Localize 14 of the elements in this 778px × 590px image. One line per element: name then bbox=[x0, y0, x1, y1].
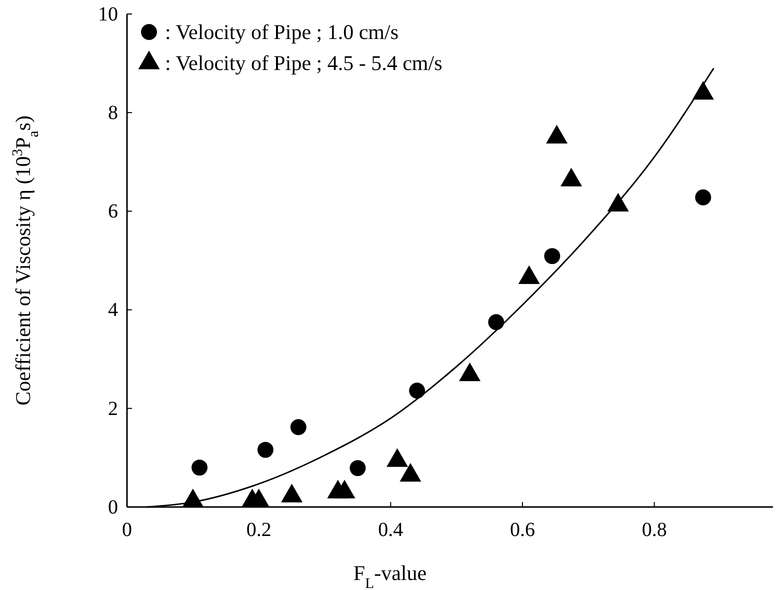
y-tick-label: 6 bbox=[108, 200, 118, 223]
x-tick-label: 0 bbox=[122, 519, 132, 541]
y-tick-label: 0 bbox=[108, 496, 118, 518]
y-tick-label: 2 bbox=[108, 398, 118, 420]
x-tick-label: 0.6 bbox=[510, 519, 536, 541]
x-axis-title: F$_{L}$-value bbox=[353, 561, 427, 590]
legend-label: : Velocity of Pipe ; 1.0 cm/s bbox=[165, 20, 399, 44]
y-tick-label: 8 bbox=[108, 102, 118, 124]
x-tick-label: 0.4 bbox=[378, 519, 404, 541]
y-tick-label: 4 bbox=[108, 299, 118, 322]
legend-label: : Velocity of Pipe ; 4.5 - 5.4 cm/s bbox=[165, 51, 442, 75]
x-tick-label: 0.8 bbox=[642, 519, 667, 541]
y-tick-label: 10 bbox=[98, 3, 118, 26]
x-tick-label: 0.2 bbox=[246, 519, 272, 541]
